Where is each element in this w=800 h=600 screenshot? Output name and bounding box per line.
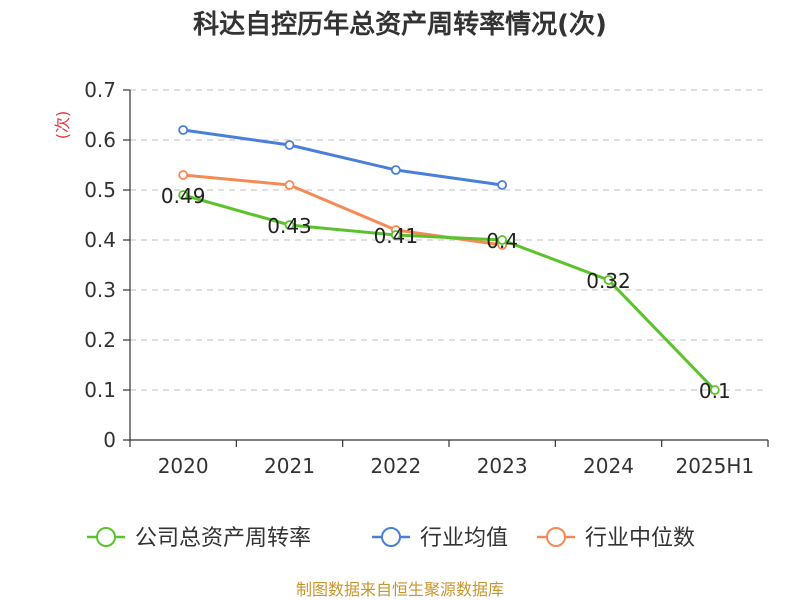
y-tick-label: 0.6 xyxy=(84,128,116,152)
series-line xyxy=(182,193,716,392)
series-point xyxy=(390,165,401,175)
y-tick-label: 0.2 xyxy=(84,328,116,352)
x-tick-label: 2022 xyxy=(370,454,421,478)
y-tick-label: 0.4 xyxy=(84,228,116,252)
series-group xyxy=(178,125,720,395)
y-tick-label: 0 xyxy=(103,428,116,452)
x-tick-label: 2020 xyxy=(158,454,209,478)
legend-marker xyxy=(96,527,116,547)
series-point xyxy=(178,190,189,200)
series-point xyxy=(497,180,508,190)
series-point xyxy=(390,230,401,240)
series-point xyxy=(284,180,295,190)
legend-label: 行业均值 xyxy=(420,526,508,551)
y-tick-label: 0.3 xyxy=(84,278,116,302)
data-label: 0.32 xyxy=(586,269,631,293)
gridlines xyxy=(130,89,768,391)
axes: 0 0.1 0.2 0.3 0.4 0.5 0.6 0.7 2020 2021 2022 2023 20… xyxy=(84,78,769,478)
data-labels: 0.49 0.43 0.41 0.4 0.32 0.1 xyxy=(161,184,731,403)
data-label: 0.43 xyxy=(267,214,312,238)
y-tick-label: 0.1 xyxy=(84,378,116,402)
x-tick-label: 2021 xyxy=(264,454,315,478)
x-tick-label: 2023 xyxy=(477,454,528,478)
series-point xyxy=(284,140,295,150)
x-tick-label: 2025H1 xyxy=(675,454,754,478)
series-point xyxy=(284,220,295,230)
series-point xyxy=(603,275,614,285)
legend: 公司总资产周转率 行业均值 行业中位数 xyxy=(87,526,695,551)
y-tick-label: 0.7 xyxy=(84,78,116,102)
y-tick-label: 0.5 xyxy=(84,178,116,202)
series-line xyxy=(182,128,503,187)
legend-label: 行业中位数 xyxy=(585,526,695,551)
legend-marker xyxy=(546,527,566,547)
source-note: 制图数据来自恒生聚源数据库 xyxy=(296,580,504,599)
series-point xyxy=(709,385,720,395)
series-point xyxy=(178,125,189,135)
series-point xyxy=(178,170,189,180)
data-label: 0.49 xyxy=(161,184,206,208)
legend-label: 公司总资产周转率 xyxy=(135,526,311,551)
chart-title: 科达自控历年总资产周转率情况(次) xyxy=(193,9,607,40)
series-point xyxy=(497,235,508,245)
x-tick-label: 2024 xyxy=(583,454,634,478)
y-axis-label: (次) xyxy=(53,111,72,140)
data-label: 0.1 xyxy=(699,379,731,403)
legend-marker xyxy=(381,527,401,547)
data-label: 0.41 xyxy=(374,224,419,248)
data-label: 0.4 xyxy=(486,229,518,253)
